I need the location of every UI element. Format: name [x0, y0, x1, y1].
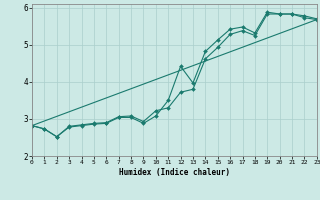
X-axis label: Humidex (Indice chaleur): Humidex (Indice chaleur) [119, 168, 230, 177]
